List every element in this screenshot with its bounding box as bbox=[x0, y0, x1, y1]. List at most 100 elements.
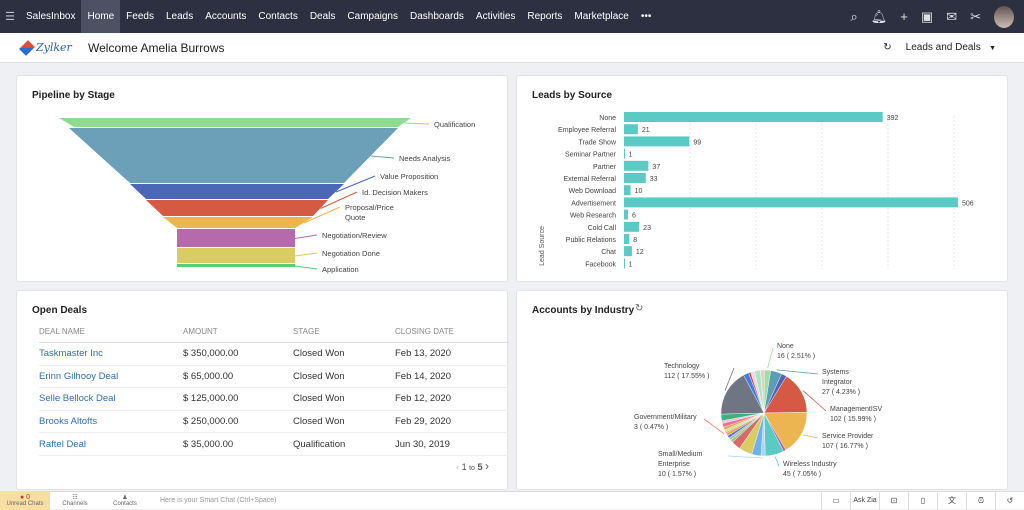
funnel-stage[interactable] bbox=[163, 217, 313, 228]
bar[interactable] bbox=[624, 234, 630, 244]
bar[interactable] bbox=[624, 209, 628, 220]
funnel-label: Qualification bbox=[434, 120, 475, 129]
more-tabs-button[interactable]: ••• bbox=[640, 11, 652, 22]
closing-date-cell: Feb 12, 2020 bbox=[395, 393, 451, 405]
nav-tab-feeds[interactable]: Feeds bbox=[126, 11, 154, 22]
search-icon[interactable]: ⌕ bbox=[850, 8, 858, 24]
deal-name-link[interactable]: Taskmaster Inc bbox=[39, 348, 103, 360]
company-logo: Zylker bbox=[19, 36, 76, 60]
setup-icon[interactable]: ✂︎ bbox=[970, 8, 981, 24]
bar[interactable] bbox=[624, 221, 640, 232]
funnel-stage[interactable] bbox=[146, 200, 328, 216]
refresh-icon[interactable]: ↻ bbox=[883, 42, 892, 53]
bar[interactable] bbox=[624, 173, 646, 183]
channels-label: Channels bbox=[62, 501, 88, 507]
funnel-leader-line bbox=[320, 191, 358, 209]
funnel-stage[interactable] bbox=[59, 118, 411, 127]
bar[interactable] bbox=[624, 136, 690, 147]
hamburger-menu-icon[interactable]: ☰ bbox=[5, 11, 15, 23]
funnel-leader-line bbox=[294, 234, 318, 239]
funnel-stage[interactable] bbox=[69, 128, 398, 183]
bar[interactable] bbox=[624, 124, 638, 135]
pie-slice[interactable] bbox=[720, 374, 765, 415]
funnel-label: Value Proposition bbox=[380, 172, 438, 181]
refresh-icon[interactable]: ↻ bbox=[635, 303, 644, 314]
contacts-label: Contacts bbox=[113, 501, 137, 507]
category-label: Trade Show bbox=[579, 139, 617, 146]
bar[interactable] bbox=[624, 246, 632, 257]
nav-tab-salesinbox[interactable]: SalesInbox bbox=[26, 11, 76, 22]
col-deal-name[interactable]: DEAL NAME bbox=[39, 327, 85, 336]
funnel-leader-line bbox=[294, 252, 318, 257]
channels-button[interactable]: ☷ Channels bbox=[50, 492, 100, 510]
nav-tab-reports[interactable]: Reports bbox=[527, 11, 563, 22]
nav-tab-dashboards[interactable]: Dashboards bbox=[410, 11, 464, 22]
accounts-card: Accounts by Industry ↻ None 16 ( 2.51% ) S… bbox=[516, 290, 1008, 490]
contacts-button[interactable]: ♟ Contacts bbox=[100, 492, 150, 510]
col-stage[interactable]: STAGE bbox=[293, 327, 320, 336]
nav-tab-marketplace[interactable]: Marketplace bbox=[574, 11, 629, 22]
funnel-label: Application bbox=[322, 265, 359, 274]
alarm-icon[interactable]: ⏰︎ bbox=[966, 492, 995, 510]
nav-tab-activities[interactable]: Activities bbox=[475, 11, 516, 22]
col-closing-date[interactable]: CLOSING DATE bbox=[395, 327, 454, 336]
pagination: ‹ 1 to 5 › bbox=[456, 459, 489, 473]
unread-chats-button[interactable]: ● 0 Unread Chats bbox=[0, 491, 50, 510]
translate-icon[interactable]: 文 bbox=[937, 492, 966, 510]
stage-cell: Closed Won bbox=[293, 416, 345, 428]
value-label: 33 bbox=[650, 176, 658, 183]
deal-name-link[interactable]: Selle Bellock Deal bbox=[39, 393, 116, 405]
category-label: Advertisement bbox=[571, 200, 616, 207]
prev-page-icon[interactable]: ‹ bbox=[456, 462, 460, 472]
col-amount[interactable]: AMOUNT bbox=[183, 327, 218, 336]
nav-tab-leads[interactable]: Leads bbox=[165, 11, 194, 22]
screen-icon[interactable]: ▭ bbox=[821, 492, 850, 510]
value-label: 99 bbox=[693, 139, 701, 146]
bar[interactable] bbox=[624, 160, 649, 171]
bell-icon[interactable]: 🔔︎ bbox=[870, 8, 888, 24]
dashboard-select[interactable]: Leads and Deals ▼ bbox=[906, 42, 996, 53]
funnel-stage[interactable] bbox=[177, 264, 295, 267]
deals-table: DEAL NAME AMOUNT STAGE CLOSING DATE Task… bbox=[39, 321, 509, 456]
pie-slice[interactable] bbox=[760, 369, 765, 414]
plus-icon[interactable]: + bbox=[900, 9, 908, 24]
open-deals-card: Open Deals DEAL NAME AMOUNT STAGE CLOSIN… bbox=[16, 290, 509, 490]
bar[interactable] bbox=[624, 197, 958, 208]
pie-label: Wireless Industry 45 ( 7.05% ) bbox=[783, 461, 837, 478]
pie-leader-line bbox=[803, 434, 819, 439]
bar[interactable] bbox=[624, 112, 883, 122]
smart-chat-input[interactable]: Here is your Smart Chat (Ctrl+Space) bbox=[160, 497, 277, 504]
bottom-bar: ● 0 Unread Chats ☷ Channels ♟ Contacts Here… bbox=[0, 491, 1024, 510]
deal-name-link[interactable]: Brooks Altofts bbox=[39, 416, 98, 428]
avatar[interactable] bbox=[994, 5, 1014, 28]
deal-name-link[interactable]: Raftel Deal bbox=[39, 438, 86, 450]
gamepad-icon[interactable]: ⊡ bbox=[879, 492, 908, 510]
funnel-stage[interactable] bbox=[130, 184, 344, 199]
pie-label: Government/Military 3 ( 0.47% ) bbox=[634, 414, 697, 431]
calendar-icon[interactable]: ▣ bbox=[920, 8, 934, 24]
history-icon[interactable]: ↺ bbox=[995, 492, 1024, 510]
page-current: 1 bbox=[461, 462, 467, 472]
funnel-chart: Qualification Needs Analysis Value Proposi… bbox=[59, 118, 475, 274]
funnel-leader-line bbox=[294, 265, 318, 270]
nav-tab-campaigns[interactable]: Campaigns bbox=[347, 11, 398, 22]
deal-name-link[interactable]: Erinn Gilhooy Deal bbox=[39, 370, 119, 382]
bar[interactable] bbox=[624, 185, 631, 196]
nav-tab-home[interactable]: Home bbox=[81, 0, 121, 33]
bar[interactable] bbox=[624, 258, 625, 269]
unread-label: Unread Chats bbox=[6, 501, 44, 507]
funnel-leader-line bbox=[335, 175, 376, 193]
next-page-icon[interactable]: › bbox=[485, 459, 489, 473]
notes-icon[interactable]: ▯ bbox=[908, 492, 937, 510]
pie-leader-line bbox=[802, 390, 827, 412]
funnel-stage[interactable] bbox=[177, 248, 295, 263]
ask-zia-button[interactable]: Ask Zia bbox=[850, 492, 879, 510]
nav-tab-accounts[interactable]: Accounts bbox=[205, 11, 247, 22]
nav-tab-contacts[interactable]: Contacts bbox=[258, 11, 298, 22]
nav-tab-deals[interactable]: Deals bbox=[309, 11, 336, 22]
bar[interactable] bbox=[624, 148, 625, 159]
funnel-stage[interactable] bbox=[177, 229, 295, 247]
mail-icon[interactable]: ✉︎ bbox=[946, 8, 958, 24]
pie-slice[interactable] bbox=[763, 412, 808, 451]
amount-cell: $ 35,000.00 bbox=[183, 438, 234, 450]
